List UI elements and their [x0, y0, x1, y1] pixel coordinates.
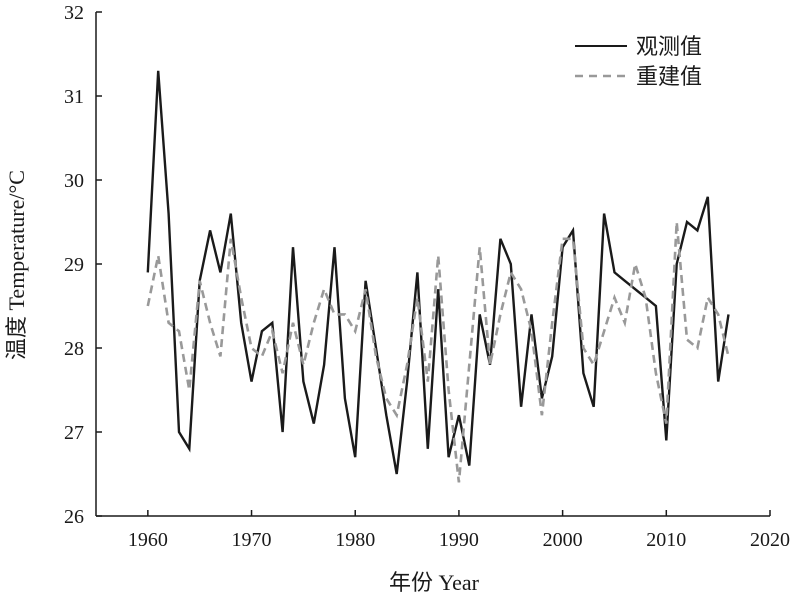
- x-tick-label: 1970: [232, 529, 272, 551]
- y-tick-label: 28: [64, 338, 84, 360]
- series-layer: [146, 70, 730, 483]
- x-tick-label: 1990: [439, 529, 479, 551]
- series-line-observed: [146, 70, 730, 475]
- x-ticks: 1960 1970 1980 1990 2000 2010 2020: [128, 510, 790, 551]
- y-axis-label: 温度 Temperature/°C: [4, 170, 29, 360]
- y-tick-label: 26: [64, 506, 84, 528]
- legend-label: 观测值: [636, 34, 702, 59]
- y-tick-label: 32: [64, 2, 84, 24]
- y-ticks: 26 27 28 29 30 31 32: [64, 2, 102, 528]
- y-tick-label: 29: [64, 254, 84, 276]
- x-tick-label: 1960: [128, 529, 168, 551]
- legend-label: 重建值: [636, 64, 702, 89]
- x-tick-label: 2000: [543, 529, 583, 551]
- x-tick-label: 2010: [646, 529, 686, 551]
- y-tick-label: 31: [64, 86, 84, 108]
- x-axis-label: 年份 Year: [389, 570, 480, 595]
- x-tick-label: 1980: [335, 529, 375, 551]
- y-tick-label: 27: [64, 422, 84, 444]
- series-line-reconstructed: [146, 221, 730, 483]
- y-tick-label: 30: [64, 170, 84, 192]
- x-tick-label: 2020: [750, 529, 790, 551]
